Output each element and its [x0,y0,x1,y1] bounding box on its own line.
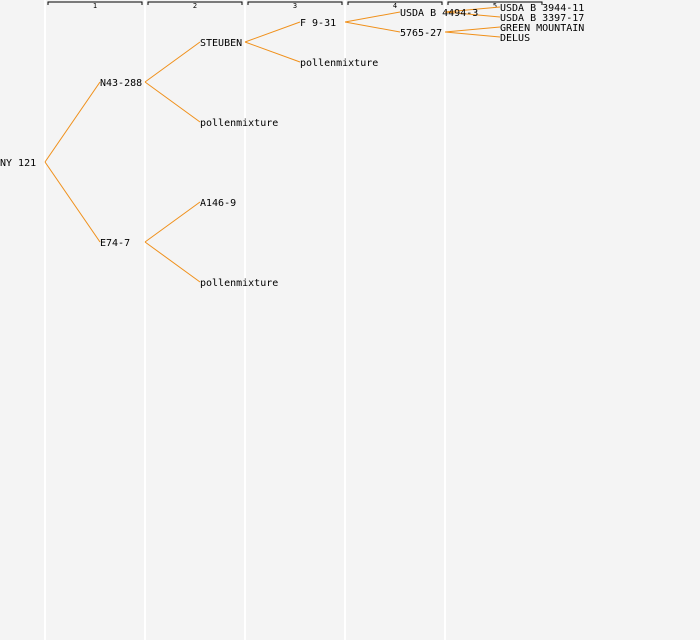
pedigree-node-label: GREEN MOUNTAIN [500,23,584,34]
pedigree-node-label: pollenmixture [200,118,278,129]
generation-bracket [347,1,443,5]
generation-bracket [447,1,543,5]
pedigree-edge [244,21,301,43]
generation-bracket [47,1,143,5]
pedigree-node-label: USDA B 4494-3 [400,8,478,19]
pedigree-node-label: F 9-31 [300,18,336,29]
pedigree-node-label: A146-9 [200,198,236,209]
generation-bracket [247,1,343,5]
pedigree-node-label: N43-288 [100,78,142,89]
pedigree-edge [144,41,201,83]
generation-number: 1 [93,2,97,10]
pedigree-edge [144,241,201,283]
pedigree-edge [44,81,101,163]
pedigree-edge [44,161,101,243]
pedigree-node-label: USDA B 3397-17 [500,13,584,24]
pedigree-edge [144,81,201,123]
pedigree-node-label: STEUBEN [200,38,242,49]
generation-number: 5 [493,2,497,10]
pedigree-node-label: E74-7 [100,238,130,249]
pedigree-edge [444,6,501,13]
pedigree-edge [444,31,501,38]
generation-number: 2 [193,2,197,10]
pedigree-node-label: DELUS [500,33,530,44]
pedigree-node-label: pollenmixture [200,278,278,289]
generation-number: 3 [293,2,297,10]
pedigree-edge [144,201,201,243]
pedigree-node-label: USDA B 3944-11 [500,3,584,14]
pedigree-edge [344,11,401,23]
pedigree-node-label: 5765-27 [400,28,442,39]
generation-number: 4 [393,2,397,10]
pedigree-node-label: pollenmixture [300,58,378,69]
pedigree-node-label: NY 121 [0,158,36,169]
pedigree-edge [244,41,301,63]
pedigree-edge [344,21,401,33]
pedigree-edge [444,11,501,18]
generation-bracket [147,1,243,5]
pedigree-edge [444,26,501,33]
